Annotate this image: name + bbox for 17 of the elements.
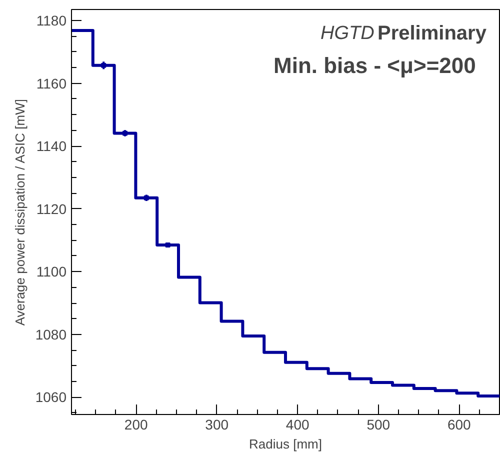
y-tick-label: 1180 [36, 12, 67, 28]
y-tick-label: 1160 [36, 75, 67, 92]
y-axis-title: Average power dissipation / ASIC [mW] [12, 99, 28, 326]
y-tick-label: 1120 [36, 200, 67, 217]
y-tick-label: 1100 [36, 264, 67, 280]
y-tick-label: 1060 [35, 389, 67, 406]
x-tick-label: 200 [124, 416, 148, 432]
annotation: Min. bias - <μ>=200 [274, 53, 476, 78]
x-tick-label: 400 [286, 416, 310, 432]
x-tick-label: 600 [447, 416, 472, 432]
annotation: Preliminary [378, 22, 488, 44]
x-tick-label: 300 [205, 416, 229, 432]
y-tick-label: 1080 [35, 326, 67, 342]
x-axis-title: Radius [mm] [249, 436, 322, 452]
y-tick-label: 1140 [36, 138, 67, 154]
annotation: HGTD [320, 23, 375, 44]
x-tick-label: 500 [366, 416, 390, 432]
